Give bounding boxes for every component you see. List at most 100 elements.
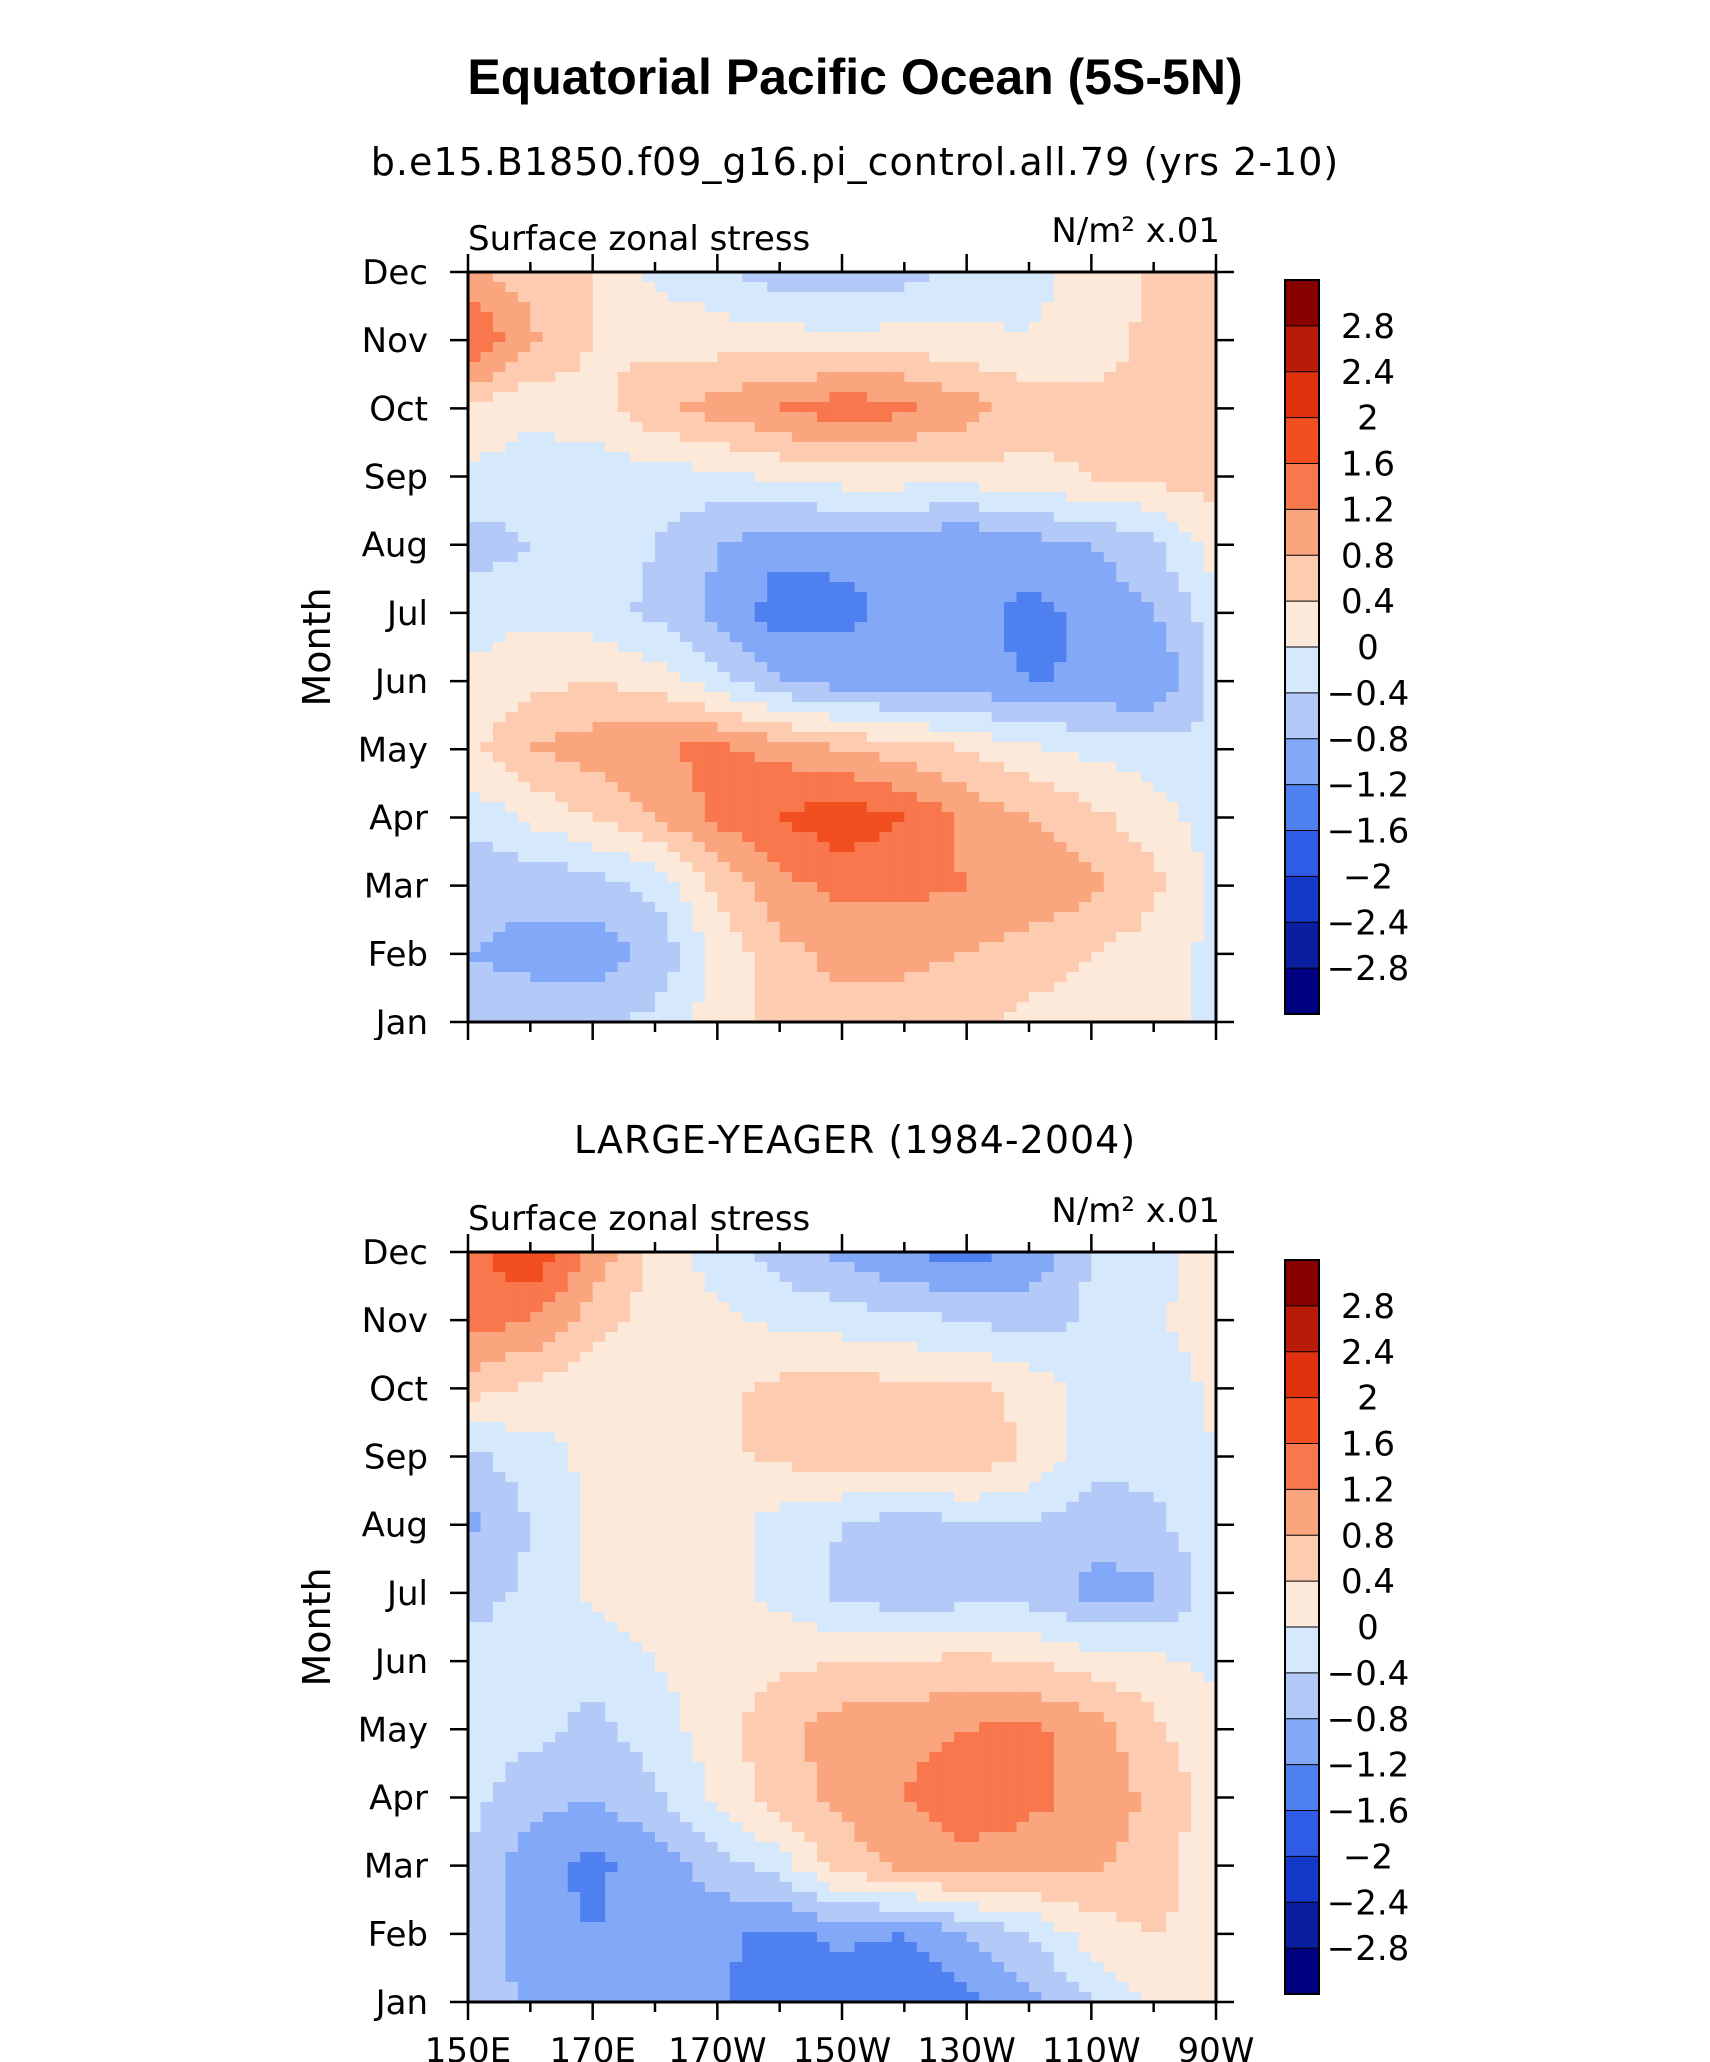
field-cell [1178,922,1192,933]
field-cell [704,952,718,963]
field-cell [480,1012,494,1023]
field-cell [517,532,531,543]
field-cell [854,572,868,583]
field-cell [480,602,494,613]
field-cell [904,302,918,313]
field-cell [842,1272,856,1283]
field-cell [1153,932,1167,943]
field-cell [866,842,880,853]
field-cell [492,872,506,883]
field-cell [1004,632,1018,643]
field-cell [1066,972,1080,983]
field-cell [1141,1012,1155,1023]
field-cell [1029,292,1043,303]
field-cell [1141,712,1155,723]
field-cell [729,602,743,613]
field-cell [505,702,519,713]
field-cell [729,892,743,903]
field-cell [580,992,594,1003]
field-cell [617,342,631,353]
field-cell [1178,482,1192,493]
field-cell [1091,1262,1105,1273]
field-cell [779,1262,793,1273]
field-cell [979,932,993,943]
field-cell [829,312,843,323]
field-cell [991,812,1005,823]
field-cell [667,802,681,813]
field-cell [642,892,656,903]
field-cell [829,872,843,883]
field-cell [1041,1252,1055,1263]
field-cell [580,842,594,853]
field-cell [929,1012,943,1023]
field-cell [916,702,930,713]
field-cell [679,792,693,803]
field-cell [592,1272,606,1283]
field-cell [792,922,806,933]
field-cell [1091,782,1105,793]
field-cell [979,982,993,993]
field-cell [1116,992,1130,1003]
field-cell [729,642,743,653]
field-cell [692,572,706,583]
field-cell [530,472,544,483]
field-cell [580,542,594,553]
field-cell [842,572,856,583]
field-cell [1029,362,1043,373]
field-cell [829,1262,843,1273]
field-cell [580,392,594,403]
field-cell [979,832,993,843]
field-cell [954,772,968,783]
field-cell [1078,1262,1092,1273]
field-cell [1066,762,1080,773]
field-cell [1004,802,1018,813]
field-cell [655,1012,669,1023]
field-cell [879,972,893,983]
field-cell [667,522,681,533]
field-cell [630,562,644,573]
field-cell [891,622,905,633]
field-cell [1041,852,1055,863]
field-cell [1128,442,1142,453]
field-cell [567,402,581,413]
field-cell [692,342,706,353]
field-cell [916,382,930,393]
field-cell [1191,672,1205,683]
field-cell [1091,282,1105,293]
field-cell [1203,1002,1217,1013]
field-cell [792,912,806,923]
field-cell [904,982,918,993]
field-cell [1041,372,1055,383]
field-cell [655,1262,669,1273]
field-cell [954,822,968,833]
field-cell [692,312,706,323]
field-cell [1191,682,1205,693]
field-cell [966,362,980,373]
field-cell [530,692,544,703]
field-cell [954,522,968,533]
field-cell [1191,862,1205,873]
field-cell [1103,312,1117,323]
field-cell [679,442,693,453]
field-cell [592,292,606,303]
field-cell [517,572,531,583]
field-cell [866,532,880,543]
field-cell [1041,1302,1055,1313]
field-cell [630,842,644,853]
field-cell [692,832,706,843]
field-cell [692,482,706,493]
field-cell [979,432,993,443]
field-cell [1153,882,1167,893]
field-cell [941,1292,955,1303]
field-cell [779,372,793,383]
field-cell [866,522,880,533]
field-cell [630,532,644,543]
field-cell [655,712,669,723]
field-cell [1141,282,1155,293]
field-cell [1053,712,1067,723]
field-cell [480,702,494,713]
field-cell [767,312,781,323]
field-cell [1103,702,1117,713]
field-cell [1078,632,1092,643]
field-cell [667,462,681,473]
